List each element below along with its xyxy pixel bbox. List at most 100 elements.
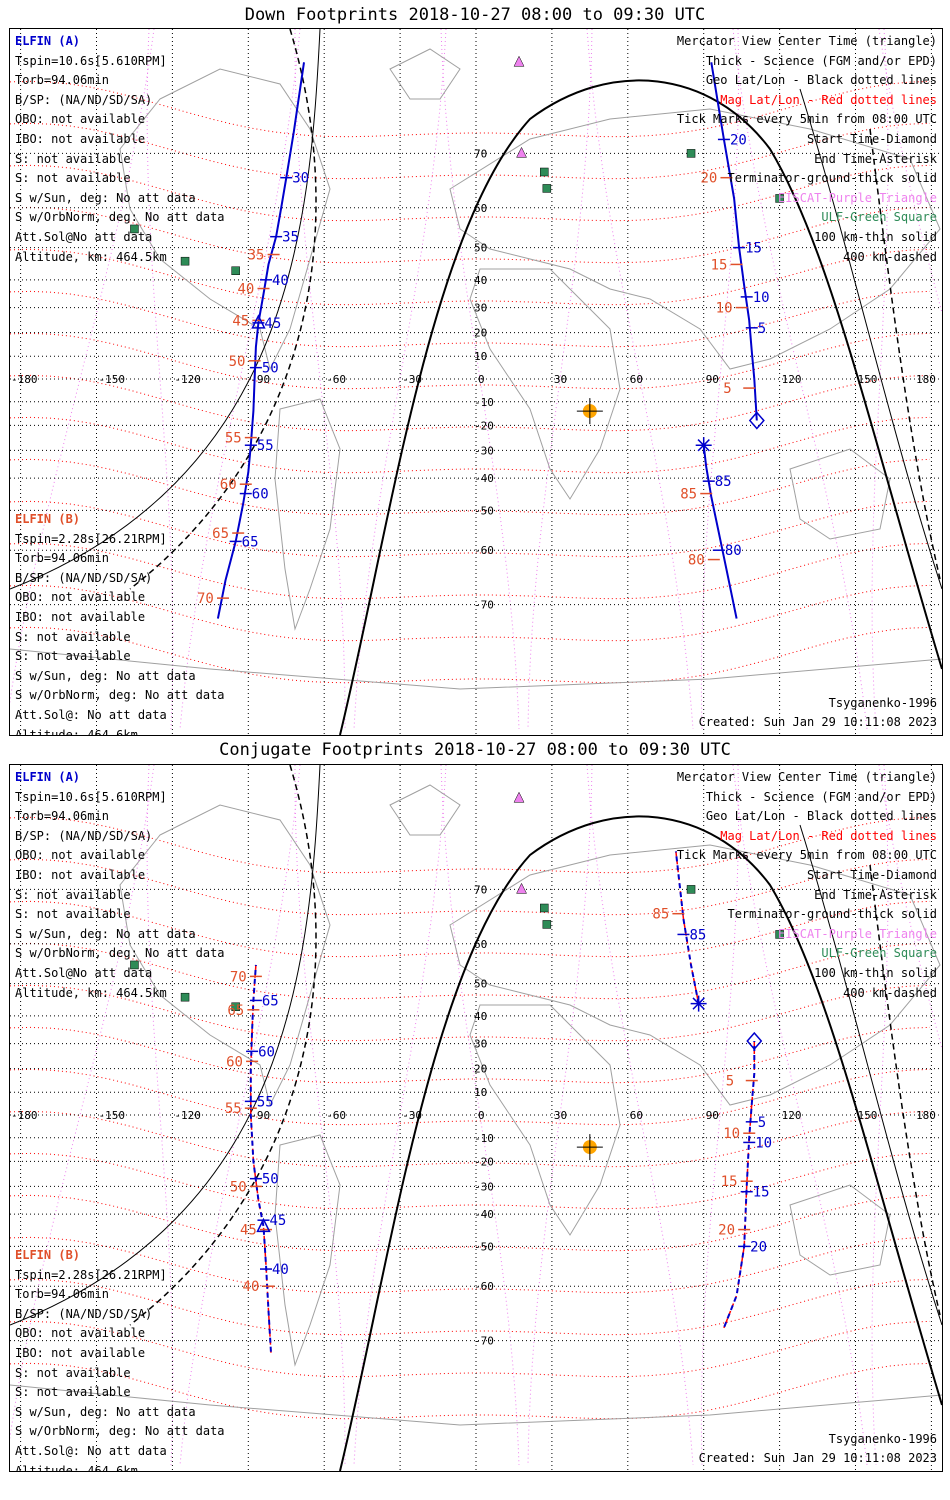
lon-tick-label: -150	[99, 373, 126, 386]
lon-tick-label: 60	[630, 1109, 643, 1122]
eiscat-marker	[516, 882, 527, 894]
tick-a-label: 30	[292, 171, 309, 187]
elfin-a-info: ELFIN (A) Tspin=10.6s[5.610RPM] Torb=94.06…	[15, 32, 225, 267]
lon-tick-label: -180	[11, 373, 38, 386]
lat-tick-label: 50	[474, 978, 487, 991]
lat-tick-label: -20	[474, 419, 494, 432]
lon-tick-label: 150	[858, 373, 878, 386]
lat-tick-label: -70	[474, 599, 494, 612]
ulf-marker	[180, 256, 190, 266]
elfin-b-line: Torb=94.06min	[15, 1287, 109, 1302]
ulf-marker	[542, 920, 552, 929]
lat-tick-label: 40	[474, 1010, 487, 1023]
tick-a-red-label: 70	[197, 591, 214, 607]
elfin-a-line: S: not available	[15, 151, 131, 166]
tick-b-label: 5	[758, 321, 766, 337]
tick-a-label: 50	[262, 1172, 279, 1188]
tick-b-red-label: 20	[718, 1223, 735, 1239]
eiscat-marker	[516, 146, 527, 158]
mag-lon-line	[527, 765, 593, 1466]
lat-tick-label: -20	[474, 1155, 494, 1168]
altitude-100km	[10, 765, 321, 1326]
tick-a-red-label: 55	[225, 431, 242, 447]
lon-tick-label: 120	[782, 373, 802, 386]
mag-lon-line	[700, 765, 740, 1466]
elfin-b-line: Altitude: 464.6km	[15, 727, 138, 736]
tick-b-label: 85	[715, 474, 732, 490]
mag-lat-line	[10, 458, 931, 516]
lat-tick-label: -50	[474, 504, 494, 517]
end-asterisk	[692, 997, 705, 1010]
coastline	[10, 648, 942, 690]
tick-b-red-label: 85	[680, 487, 697, 503]
legend: Mercator View Center Time (triangle) Thic…	[677, 768, 937, 1003]
panel-down-footprints: -180 -150 -120 -90 -60 -30 0 30 60 90 120 150 180 70 6…	[9, 28, 943, 736]
coastline	[274, 1134, 341, 1367]
lon-tick-label: 180	[916, 373, 936, 386]
lat-tick-label: -60	[474, 544, 494, 557]
coastline	[789, 1184, 891, 1276]
legend-entry: Geo Lat/Lon - Black dotted lines	[705, 73, 937, 88]
tick-a-red-label: 35	[248, 248, 265, 264]
lat-tick-label: -30	[474, 444, 494, 457]
elfin-b-line: Att.Sol@: No att data	[15, 1443, 167, 1458]
elfin-a-line: OBO: not available	[15, 848, 146, 863]
mag-lon-line	[871, 29, 889, 730]
elfin-b-line: S w/Sun, deg: No att data	[15, 668, 196, 683]
elfin-b-line: OBO: not available	[15, 590, 146, 605]
altitude-400km	[869, 128, 941, 580]
tick-a-label: 45	[264, 316, 281, 332]
lon-tick-label: 90	[706, 1109, 719, 1122]
lon-tick-label: 60	[630, 373, 643, 386]
elfin-b-line: S: not available	[15, 1365, 131, 1380]
tick-a-label: 60	[258, 1044, 275, 1060]
elfin-b-line: S w/OrbNorm, deg: No att data	[15, 1424, 225, 1439]
elfin-a-title: ELFIN (A)	[15, 770, 81, 784]
elfin-a-line: S w/OrbNorm, deg: No att data	[15, 946, 225, 961]
legend-entry: EISCAT-Purple Triangle	[778, 190, 937, 205]
elfin-a-line: B/SP: (NA/ND/SD/SA)	[15, 92, 153, 107]
start-diamond	[746, 1031, 763, 1051]
elfin-b-title: ELFIN (B)	[15, 1248, 81, 1262]
tick-a-red-label: 40	[237, 282, 254, 298]
tick-a-label: 60	[252, 487, 269, 503]
mag-lon-line	[294, 29, 346, 729]
tick-a-label: 45	[269, 1213, 286, 1229]
lon-tick-label: -30	[402, 1109, 422, 1122]
elfin-b-line: OBO: not available	[15, 1326, 146, 1341]
tick-a-label: 65	[262, 993, 279, 1009]
elfin-a-line: Torb=94.06min	[15, 73, 109, 88]
tick-b-red-label: 85	[652, 907, 669, 923]
elfin-a-line: Att.Sol@No att data	[15, 229, 153, 244]
elfin-a-line: B/SP: (NA/ND/SD/SA)	[15, 828, 153, 843]
eiscat-marker	[513, 55, 525, 67]
lat-tick-label: 60	[474, 202, 487, 215]
start-diamond	[748, 411, 765, 430]
mag-lon-line	[732, 29, 868, 730]
legend-entry: 100 km-thin solid	[814, 229, 937, 244]
tick-b-red-label: 15	[711, 257, 728, 273]
tick-b-red-label: 80	[688, 553, 705, 569]
tick-b-label: 15	[753, 1185, 770, 1201]
tick-a-label: 65	[242, 534, 259, 550]
elfin-b-line: Tspin=2.28s[26.21RPM]	[15, 1267, 167, 1282]
elfin-b-line: Att.Sol@: No att data	[15, 707, 167, 722]
ulf-marker	[231, 266, 240, 275]
ulf-marker	[130, 960, 139, 970]
lat-tick-label: 30	[474, 1038, 487, 1051]
lon-tick-label: 120	[782, 1109, 802, 1122]
lat-tick-label: 10	[474, 1086, 487, 1099]
coastline	[469, 1004, 621, 1236]
ulf-marker	[686, 149, 696, 158]
panel-1-title: Down Footprints 2018-10-27 08:00 to 09:3…	[244, 5, 706, 25]
tick-a-red-label: 50	[229, 354, 246, 370]
track-elfin-a	[249, 964, 273, 1355]
lat-tick-label: 20	[474, 1063, 487, 1076]
tick-b-red-label: 10	[716, 301, 733, 317]
terminator	[339, 79, 942, 735]
tick-b-label: 10	[753, 290, 770, 306]
footer: Tsyganenko-1996 Created: Sun Jan 29 10:1…	[699, 694, 937, 733]
elfin-a-line: Tspin=10.6s[5.610RPM]	[15, 789, 167, 804]
coastline	[389, 48, 461, 100]
elfin-b-line: S: not available	[15, 629, 131, 644]
